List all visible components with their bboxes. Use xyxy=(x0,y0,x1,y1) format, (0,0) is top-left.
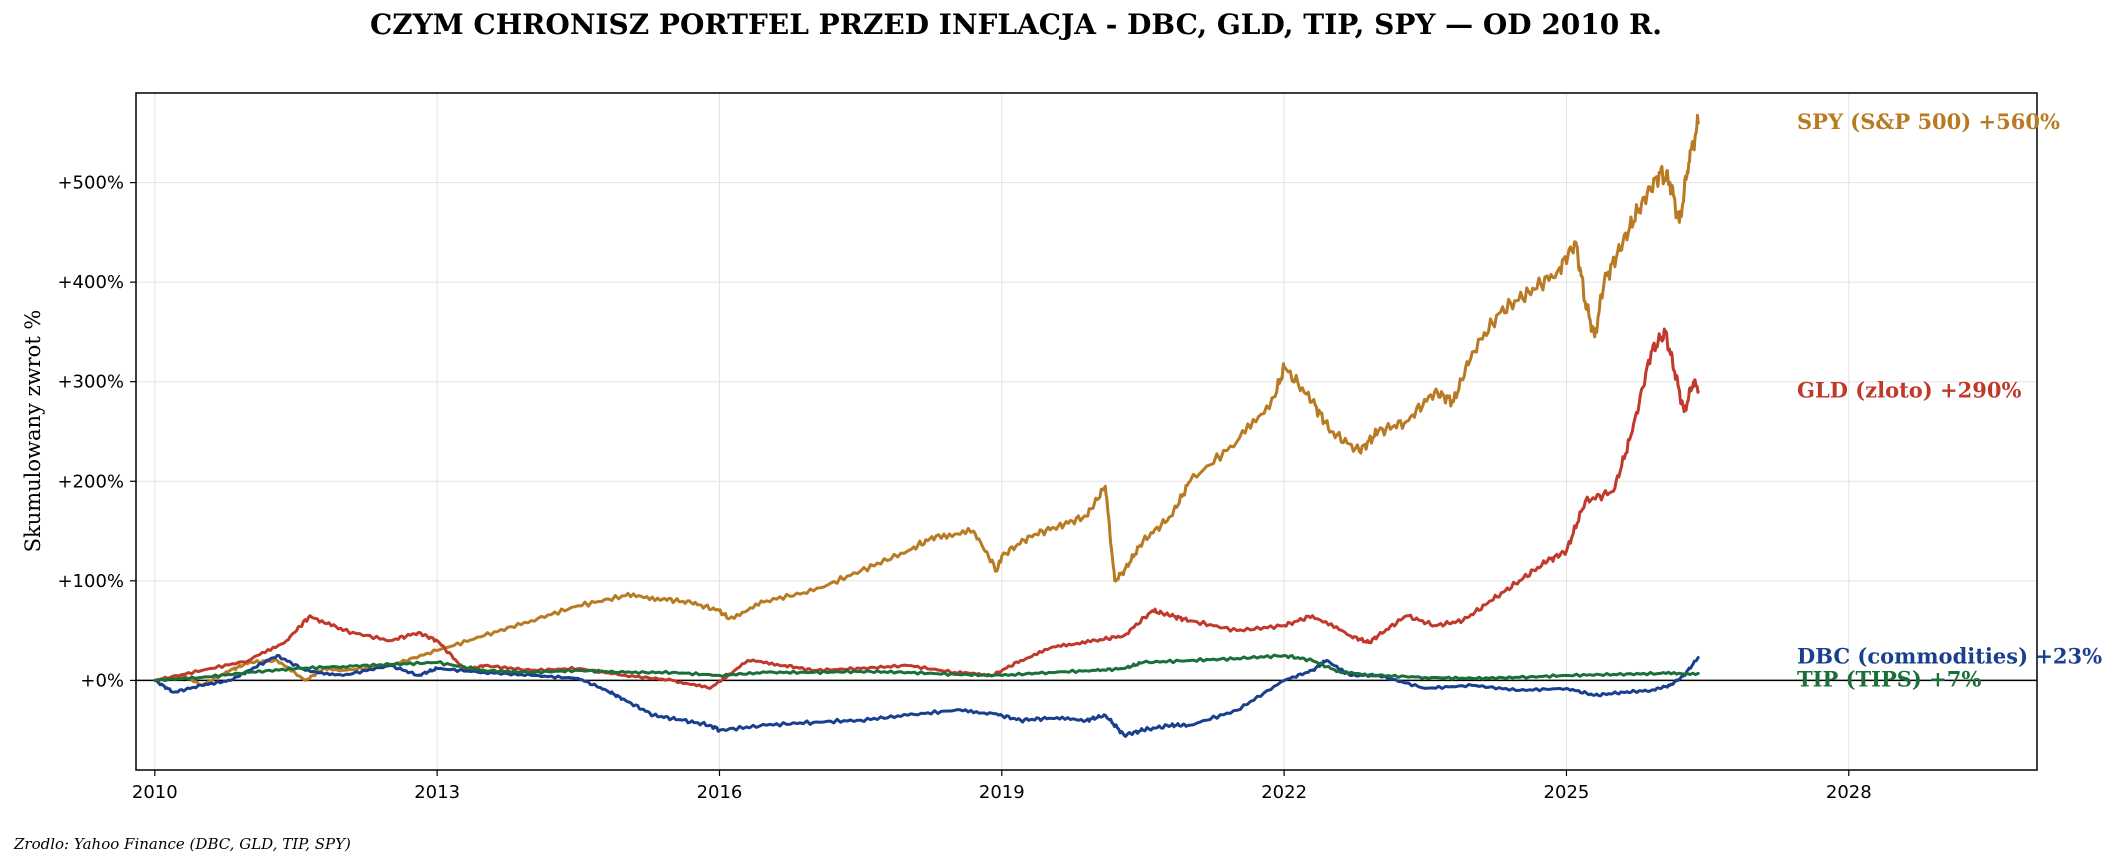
series-end-label: DBC (commodities) +23% xyxy=(1797,643,2102,668)
x-tick-label: 2016 xyxy=(697,782,743,803)
x-tick-label: 2025 xyxy=(1544,782,1590,803)
grid xyxy=(136,93,2037,770)
series-end-label: TIP (TIPS) +7% xyxy=(1797,666,1981,691)
y-tick-label: +300% xyxy=(57,372,124,393)
y-tick-label: +200% xyxy=(57,471,124,492)
chart-title: CZYM CHRONISZ PORTFEL PRZED INFLACJA - D… xyxy=(370,8,1662,41)
plot-frame xyxy=(135,92,2038,771)
series-lines xyxy=(153,113,1700,738)
x-tick-label: 2022 xyxy=(1261,782,1307,803)
y-axis: +0% +100% +200% +300% +400% +500% xyxy=(57,173,136,691)
x-tick-label: 2028 xyxy=(1826,782,1872,803)
series-line-gld xyxy=(153,327,1700,690)
x-axis: 2010 2013 2016 2019 2022 2025 2028 xyxy=(132,770,1872,803)
x-tick-label: 2019 xyxy=(979,782,1025,803)
series-line-dbc xyxy=(153,654,1700,738)
y-tick-label: +400% xyxy=(57,272,124,293)
y-tick-label: +0% xyxy=(80,670,124,691)
series-line-spy xyxy=(153,113,1700,687)
x-tick-label: 2010 xyxy=(132,782,178,803)
series-end-labels: SPY (S&P 500) +560% GLD (zloto) +290% DBC … xyxy=(1797,109,2102,692)
y-tick-label: +500% xyxy=(57,173,124,194)
x-tick-label: 2013 xyxy=(414,782,460,803)
y-axis-label: Skumulowany zwrot % xyxy=(21,310,45,553)
series-end-label: SPY (S&P 500) +560% xyxy=(1797,109,2060,134)
y-tick-label: +100% xyxy=(57,571,124,592)
source-note: Zrodlo: Yahoo Finance (DBC, GLD, TIP, SP… xyxy=(13,835,351,853)
series-line-tip xyxy=(153,653,1700,683)
series-end-label: GLD (zloto) +290% xyxy=(1797,378,2021,403)
